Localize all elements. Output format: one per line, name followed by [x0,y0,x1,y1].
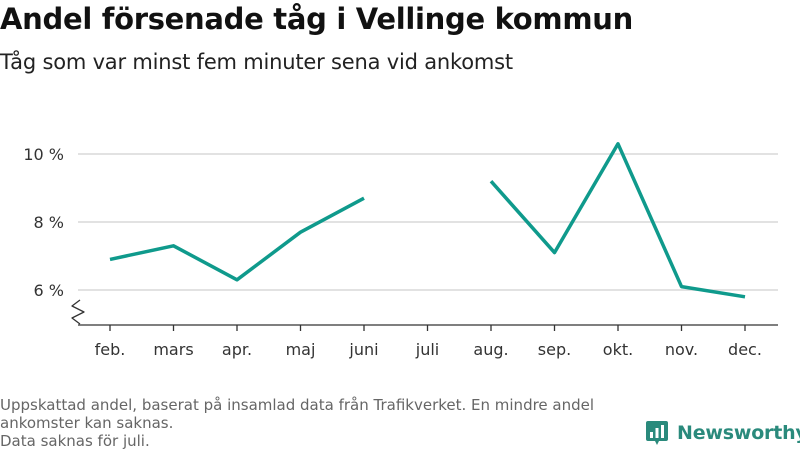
x-tick-label: feb. [95,340,126,359]
series-line [109,196,365,282]
footer-note-line-1: Uppskattad andel, baserat på insamlad da… [0,396,595,414]
y-axis-break-icon [71,299,85,325]
brand: Newsworthy [645,420,800,446]
brand-name: Newsworthy [677,422,800,444]
x-tick-label: nov. [665,340,698,359]
chart-footer: Uppskattad andel, baserat på insamlad da… [0,396,640,450]
chart-title: Andel försenade tåg i Vellinge kommun [0,2,633,36]
x-tick-label: okt. [603,340,633,359]
footer-note-line-3: Data saknas för juli. [0,432,150,450]
x-tick-label: juli [415,340,439,359]
footer-note-line-2: ankomster kan saknas. [0,414,174,432]
line-chart: 6 % 8 % 10 % feb. mars apr. maj juni juli aug. sep… [23,142,778,359]
newsworthy-logo-icon [646,421,668,445]
x-tick-label: aug. [473,340,508,359]
series-line [489,142,746,299]
y-tick-label: 6 % [34,281,64,300]
chart-subtitle: Tåg som var minst fem minuter sena vid a… [0,50,513,74]
y-tick-label: 8 % [34,213,64,232]
x-tick-label: maj [286,340,316,359]
x-tick-label: apr. [222,340,252,359]
x-tick-label: sep. [538,340,571,359]
x-tick-label: dec. [728,340,762,359]
x-tick-label: juni [348,340,378,359]
y-tick-label: 10 % [23,145,64,164]
x-tick-label: mars [153,340,193,359]
